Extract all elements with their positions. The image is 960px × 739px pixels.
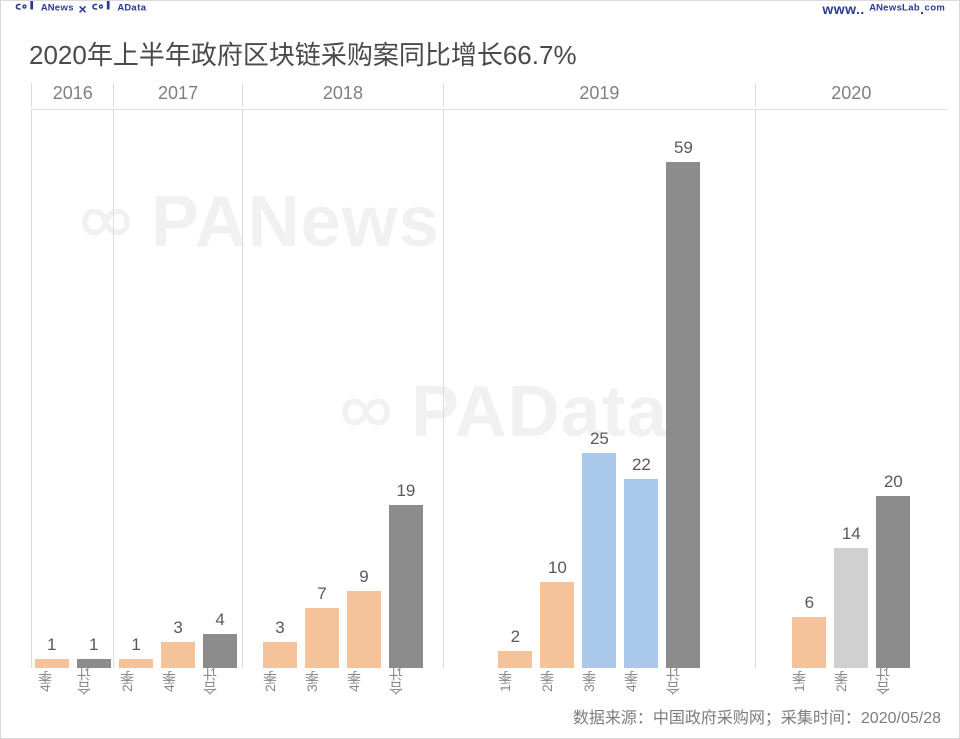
bar-group: 11 bbox=[31, 110, 113, 668]
x-category-axis: 4季合计2季4季合计2季3季4季合计1季2季3季4季合计1季2季合计 bbox=[31, 666, 947, 696]
year-label: 2019 bbox=[443, 83, 754, 107]
bar-rect bbox=[540, 582, 574, 668]
bar-rect bbox=[582, 453, 616, 668]
year-label: 2018 bbox=[242, 83, 444, 107]
bar-value-label: 3 bbox=[173, 618, 182, 638]
xcat-label: 2季 bbox=[120, 666, 153, 696]
bar: 2 bbox=[498, 110, 532, 668]
xcat-label: 2季 bbox=[540, 666, 574, 696]
xcat-label: 4季 bbox=[347, 666, 381, 696]
bar-rect bbox=[347, 591, 381, 668]
year-label: 2016 bbox=[31, 83, 113, 107]
xcat-label: 4季 bbox=[38, 666, 69, 696]
bar-rect bbox=[203, 634, 237, 668]
chart-title: 2020年上半年政府区块链采购案同比增长66.7% bbox=[29, 35, 577, 72]
bar-value-label: 1 bbox=[47, 635, 56, 655]
plot-area: 111343791921025225961420 bbox=[31, 109, 947, 668]
brand-right: www.. ᴬᴺᵉʷˢᴸᵃᵇ.ᶜᵒᵐ bbox=[822, 1, 945, 17]
bar: 1 bbox=[119, 110, 153, 668]
bar-value-label: 19 bbox=[396, 481, 415, 501]
bar-value-label: 4 bbox=[215, 610, 224, 630]
bar-rect bbox=[389, 505, 423, 668]
xcat-label: 2季 bbox=[834, 666, 868, 696]
bar-rect bbox=[876, 496, 910, 668]
bar: 10 bbox=[540, 110, 574, 668]
bar-group: 2 10 25 22 59 bbox=[443, 110, 754, 668]
bar: 25 bbox=[582, 110, 616, 668]
bar-value-label: 2 bbox=[511, 627, 520, 647]
xcat-label: 4季 bbox=[162, 666, 195, 696]
bar: 1 bbox=[77, 110, 111, 668]
bar-group: 1 3 4 bbox=[113, 110, 241, 668]
bar-group: 3 7 9 19 bbox=[242, 110, 444, 668]
xcat-group: 2季 4季合计 bbox=[113, 666, 241, 696]
bar-rect bbox=[792, 617, 826, 669]
bar-value-label: 9 bbox=[359, 567, 368, 587]
bar-value-label: 22 bbox=[632, 455, 651, 475]
xcat-label: 合计 bbox=[666, 666, 700, 696]
bar: 7 bbox=[305, 110, 339, 668]
xcat-label: 合计 bbox=[876, 666, 910, 696]
bar: 20 bbox=[876, 110, 910, 668]
bar: 9 bbox=[347, 110, 381, 668]
brand-left: ᑦᐤ╹ ᴬᴺᵉʷˢ × ᑦᐤ╹ ᴬᴰᵃᵗᵃ bbox=[15, 1, 147, 18]
xcat-label: 1季 bbox=[498, 666, 532, 696]
bar: 4 bbox=[203, 110, 237, 668]
xcat-label: 合计 bbox=[77, 666, 108, 696]
bar-value-label: 1 bbox=[89, 635, 98, 655]
bar-rect bbox=[305, 608, 339, 668]
xcat-group: 1季 2季合计 bbox=[755, 666, 947, 696]
bar: 3 bbox=[161, 110, 195, 668]
xcat-label: 4季 bbox=[624, 666, 658, 696]
bar-value-label: 1 bbox=[131, 635, 140, 655]
bar: 1 bbox=[35, 110, 69, 668]
xcat-label: 3季 bbox=[582, 666, 616, 696]
xcat-group: 1季 2季 3季 4季合计 bbox=[443, 666, 754, 696]
bar: 59 bbox=[666, 110, 700, 668]
year-label: 2017 bbox=[113, 83, 241, 107]
bar-rect bbox=[624, 479, 658, 668]
xcat-label: 合计 bbox=[203, 666, 236, 696]
header-fragment: ᑦᐤ╹ ᴬᴺᵉʷˢ × ᑦᐤ╹ ᴬᴰᵃᵗᵃ www.. ᴬᴺᵉʷˢᴸᵃᵇ.ᶜᵒᵐ bbox=[1, 1, 959, 19]
bar: 19 bbox=[389, 110, 423, 668]
xcat-label: 2季 bbox=[263, 666, 297, 696]
bar-value-label: 14 bbox=[842, 524, 861, 544]
xcat-group: 2季 3季 4季合计 bbox=[242, 666, 444, 696]
xcat-label: 合计 bbox=[389, 666, 423, 696]
bar-value-label: 20 bbox=[884, 472, 903, 492]
bar: 22 bbox=[624, 110, 658, 668]
xcat-label: 1季 bbox=[792, 666, 826, 696]
bar-value-label: 59 bbox=[674, 138, 693, 158]
bar-rect bbox=[834, 548, 868, 668]
year-axis: 20162017201820192020 bbox=[31, 83, 947, 107]
bar-value-label: 7 bbox=[317, 584, 326, 604]
bar-value-label: 6 bbox=[805, 593, 814, 613]
bar-group: 6 14 20 bbox=[755, 110, 947, 668]
bar-rect bbox=[161, 642, 195, 668]
xcat-group: 4季合计 bbox=[31, 666, 113, 696]
bar-rect bbox=[263, 642, 297, 668]
year-label: 2020 bbox=[755, 83, 947, 107]
bar-value-label: 3 bbox=[275, 618, 284, 638]
bar: 3 bbox=[263, 110, 297, 668]
chart-frame: ᑦᐤ╹ ᴬᴺᵉʷˢ × ᑦᐤ╹ ᴬᴰᵃᵗᵃ www.. ᴬᴺᵉʷˢᴸᵃᵇ.ᶜᵒᵐ… bbox=[0, 0, 960, 739]
data-source-footer: 数据来源：中国政府采购网；采集时间：2020/05/28 bbox=[573, 704, 941, 728]
xcat-label: 3季 bbox=[305, 666, 339, 696]
bar: 14 bbox=[834, 110, 868, 668]
bar: 6 bbox=[792, 110, 826, 668]
bar-value-label: 10 bbox=[548, 558, 567, 578]
bar-value-label: 25 bbox=[590, 429, 609, 449]
bar-rect bbox=[666, 162, 700, 668]
